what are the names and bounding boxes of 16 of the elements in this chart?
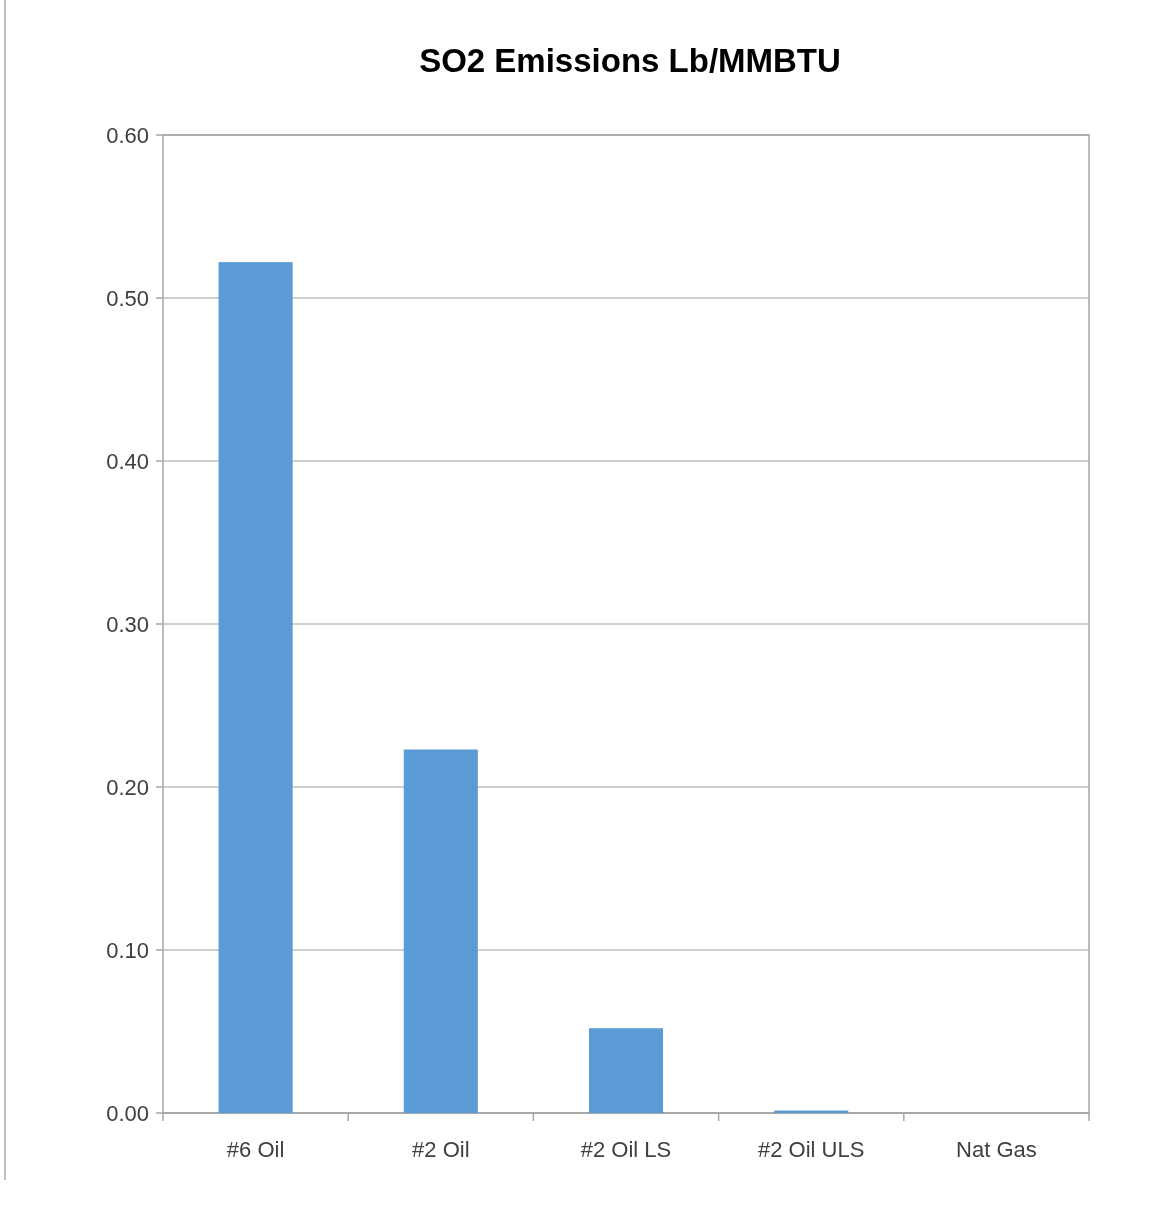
y-tick-label: 0.60 bbox=[106, 122, 149, 148]
x-tick-label: #6 Oil bbox=[226, 1137, 285, 1162]
y-tick-label: 0.50 bbox=[106, 285, 149, 311]
y-tick-label: 0.40 bbox=[106, 448, 149, 474]
y-tick-label: 0.20 bbox=[106, 774, 149, 800]
x-tick-label: #2 Oil ULS bbox=[758, 1137, 865, 1162]
x-tick-label: #2 Oil bbox=[412, 1137, 470, 1162]
bar bbox=[403, 749, 478, 1113]
y-tick-label: 0.00 bbox=[106, 1100, 149, 1126]
bar bbox=[588, 1028, 664, 1113]
x-tick-label: Nat Gas bbox=[956, 1137, 1037, 1162]
y-tick-label: 0.30 bbox=[106, 611, 149, 637]
chart-title: SO2 Emissions Lb/MMBTU bbox=[419, 42, 841, 79]
bar bbox=[218, 262, 293, 1113]
y-tick-label: 0.10 bbox=[106, 937, 149, 963]
x-tick-label: #2 Oil LS bbox=[580, 1137, 672, 1162]
